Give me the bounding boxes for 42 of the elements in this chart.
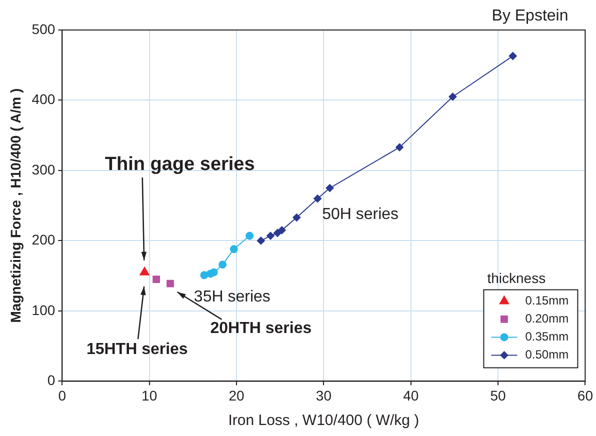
x-tick-label: 10 xyxy=(142,387,158,404)
legend-label: 0.50mm xyxy=(525,348,569,362)
point xyxy=(314,194,322,203)
text: By Epstein xyxy=(492,7,568,24)
point xyxy=(140,266,150,276)
x-tick-label: 0 xyxy=(58,387,66,404)
point xyxy=(210,268,218,276)
point xyxy=(218,260,227,269)
y-tick-label: 100 xyxy=(32,302,56,318)
point xyxy=(278,226,286,234)
point xyxy=(166,280,174,288)
legend-label: 0.15mm xyxy=(525,294,569,308)
annotation: 35H series xyxy=(194,288,270,306)
point xyxy=(256,236,265,245)
point xyxy=(396,143,404,152)
point xyxy=(292,214,301,222)
x-tick-label: 30 xyxy=(316,387,332,404)
legend-label: 0.35mm xyxy=(525,330,569,344)
point xyxy=(326,184,334,192)
annotation: 50H series xyxy=(322,206,399,224)
y-tick-label: 300 xyxy=(32,161,56,178)
x-tick-label: 60 xyxy=(577,387,594,404)
annotation: 20HTH series xyxy=(210,320,312,337)
annotation: 15HTH series xyxy=(86,341,188,358)
annotation: Thin gage series xyxy=(104,154,255,176)
legend-label: 0.20mm xyxy=(525,312,569,326)
point xyxy=(266,232,275,240)
y-tick-label: 0 xyxy=(47,372,56,388)
y-tick-label: 500 xyxy=(32,20,56,37)
point xyxy=(246,232,254,240)
legend-title: thickness xyxy=(487,270,546,286)
y-tick-label: 200 xyxy=(32,232,56,248)
point xyxy=(448,92,457,101)
y-tick-label: 400 xyxy=(32,91,56,108)
x-axis-title: Iron Loss , W10/400 ( W/kg ) xyxy=(228,412,420,430)
point xyxy=(230,245,238,254)
point xyxy=(152,276,160,284)
point xyxy=(508,52,517,60)
x-tick-label: 50 xyxy=(490,387,506,404)
x-tick-label: 40 xyxy=(403,387,419,404)
y-axis-title: Magnetizing Force , H10/400 ( A/m ) xyxy=(7,88,24,323)
x-tick-label: 20 xyxy=(228,387,245,404)
